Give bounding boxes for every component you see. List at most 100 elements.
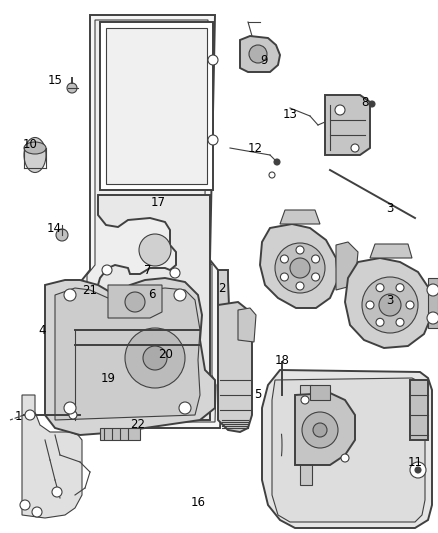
- Circle shape: [311, 273, 320, 281]
- Text: 7: 7: [144, 264, 152, 278]
- Circle shape: [67, 83, 77, 93]
- Circle shape: [64, 289, 76, 301]
- Circle shape: [20, 500, 30, 510]
- Circle shape: [280, 273, 288, 281]
- Bar: [300, 385, 312, 485]
- Circle shape: [366, 301, 374, 309]
- Circle shape: [64, 402, 76, 414]
- Circle shape: [351, 144, 359, 152]
- Text: 18: 18: [275, 353, 290, 367]
- Text: 20: 20: [159, 349, 173, 361]
- Polygon shape: [98, 195, 210, 420]
- Circle shape: [179, 402, 191, 414]
- Circle shape: [302, 412, 338, 448]
- Circle shape: [280, 255, 288, 263]
- Polygon shape: [22, 395, 82, 518]
- Circle shape: [275, 243, 325, 293]
- Circle shape: [415, 467, 421, 473]
- Circle shape: [125, 328, 185, 388]
- Ellipse shape: [24, 142, 46, 154]
- Circle shape: [102, 265, 112, 275]
- Circle shape: [139, 234, 171, 266]
- Polygon shape: [272, 378, 425, 522]
- Circle shape: [379, 294, 401, 316]
- Polygon shape: [218, 302, 252, 432]
- Polygon shape: [218, 270, 232, 395]
- Text: 2: 2: [218, 281, 226, 295]
- Circle shape: [311, 255, 320, 263]
- Polygon shape: [108, 285, 162, 318]
- Circle shape: [170, 268, 180, 278]
- Text: 22: 22: [131, 418, 145, 432]
- Polygon shape: [55, 288, 200, 420]
- Text: 11: 11: [407, 456, 423, 470]
- Circle shape: [296, 246, 304, 254]
- Circle shape: [274, 159, 280, 165]
- Circle shape: [208, 135, 218, 145]
- Circle shape: [427, 284, 438, 296]
- Polygon shape: [240, 36, 280, 72]
- Bar: [428, 278, 438, 328]
- Text: 6: 6: [148, 288, 156, 302]
- Circle shape: [301, 396, 309, 404]
- Text: 21: 21: [82, 284, 98, 296]
- Text: 3: 3: [386, 294, 394, 306]
- Polygon shape: [45, 278, 215, 435]
- Circle shape: [290, 258, 310, 278]
- Circle shape: [174, 289, 186, 301]
- Text: 8: 8: [361, 96, 369, 109]
- Polygon shape: [370, 244, 412, 258]
- Text: 14: 14: [46, 222, 61, 235]
- Circle shape: [313, 423, 327, 437]
- Polygon shape: [345, 258, 432, 348]
- Text: 5: 5: [254, 389, 261, 401]
- Circle shape: [52, 487, 62, 497]
- Circle shape: [376, 284, 384, 292]
- Text: 19: 19: [100, 373, 116, 385]
- Circle shape: [125, 292, 145, 312]
- Text: 10: 10: [23, 138, 37, 150]
- Circle shape: [56, 229, 68, 241]
- Text: 9: 9: [260, 53, 268, 67]
- Circle shape: [208, 55, 218, 65]
- Circle shape: [410, 462, 426, 478]
- Polygon shape: [310, 385, 330, 400]
- Polygon shape: [100, 428, 140, 440]
- Polygon shape: [336, 242, 358, 290]
- Text: 1: 1: [14, 410, 22, 424]
- Circle shape: [376, 318, 384, 326]
- Circle shape: [335, 105, 345, 115]
- Circle shape: [296, 282, 304, 290]
- Text: 15: 15: [48, 74, 63, 86]
- Circle shape: [249, 45, 267, 63]
- Circle shape: [396, 318, 404, 326]
- Circle shape: [396, 284, 404, 292]
- Polygon shape: [260, 224, 338, 308]
- Polygon shape: [262, 370, 432, 528]
- Text: 13: 13: [283, 108, 297, 120]
- Circle shape: [369, 101, 375, 107]
- Text: 16: 16: [191, 497, 205, 510]
- Polygon shape: [410, 380, 428, 440]
- Polygon shape: [87, 20, 216, 422]
- Polygon shape: [238, 308, 256, 342]
- Polygon shape: [82, 15, 222, 428]
- Polygon shape: [325, 95, 370, 155]
- Text: 12: 12: [247, 141, 262, 155]
- Circle shape: [32, 507, 42, 517]
- Circle shape: [427, 312, 438, 324]
- Circle shape: [25, 410, 35, 420]
- Polygon shape: [106, 28, 207, 184]
- Circle shape: [143, 346, 167, 370]
- Polygon shape: [100, 22, 213, 190]
- Text: 4: 4: [38, 324, 46, 336]
- Polygon shape: [280, 210, 320, 224]
- Text: 3: 3: [386, 201, 394, 214]
- Text: 17: 17: [151, 196, 166, 208]
- Polygon shape: [295, 393, 355, 465]
- Ellipse shape: [24, 138, 46, 173]
- Circle shape: [406, 301, 414, 309]
- Circle shape: [362, 277, 418, 333]
- Circle shape: [69, 411, 77, 419]
- Circle shape: [341, 454, 349, 462]
